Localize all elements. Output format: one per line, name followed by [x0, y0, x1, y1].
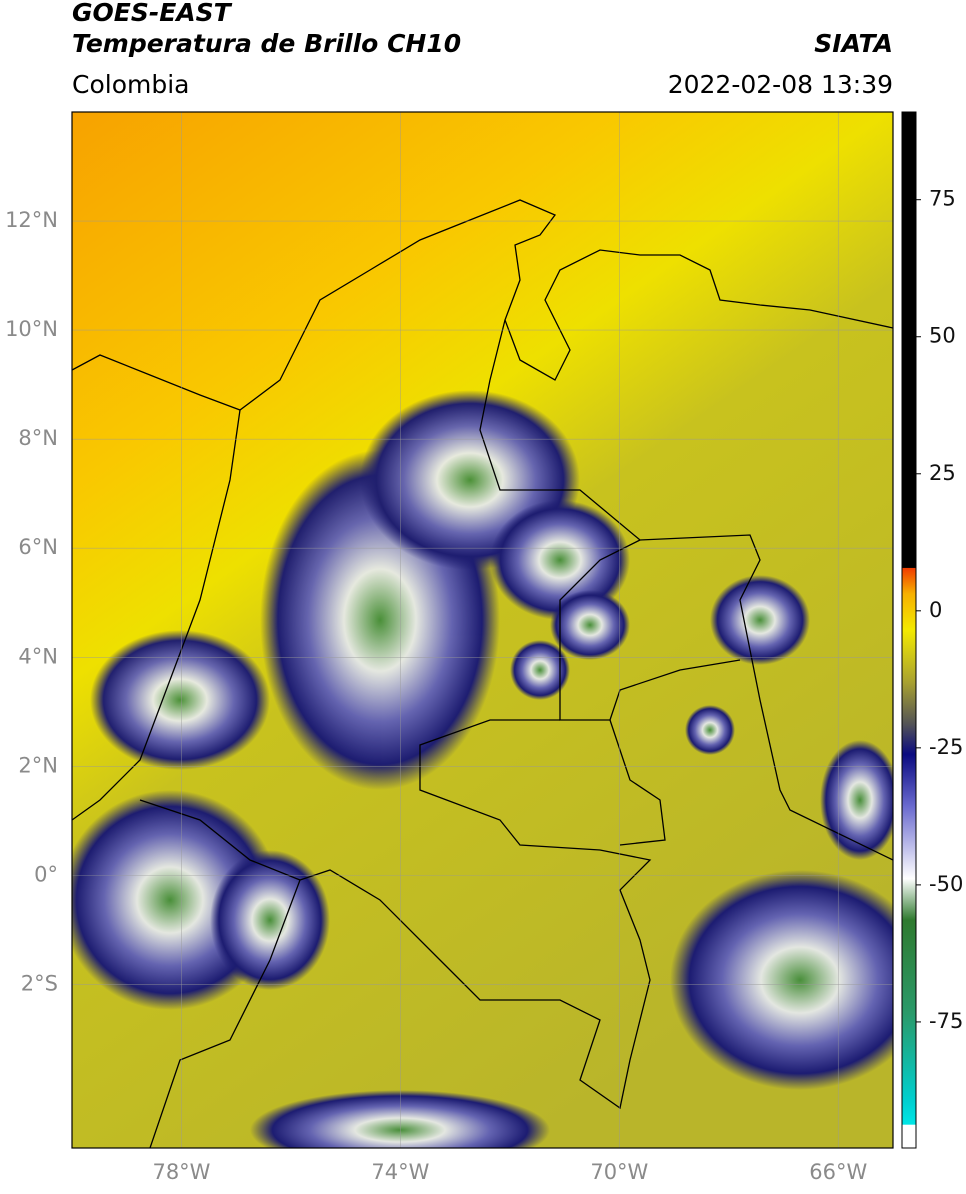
colorbar-tick-label: -25 — [929, 735, 963, 759]
colorbar-tick-label: 75 — [929, 187, 956, 211]
y-tick-label: 2°N — [18, 753, 58, 777]
source: SIATA — [814, 29, 893, 58]
colorbar-tick-label: 50 — [929, 324, 956, 348]
x-tick-label: 70°W — [590, 1160, 648, 1184]
subtitle: Temperatura de Brillo CH10 — [72, 29, 461, 58]
colorbar-tick-label: -50 — [929, 872, 963, 896]
grid — [72, 112, 893, 1148]
imagery — [72, 112, 893, 1148]
y-tick-label: 4°N — [18, 644, 58, 668]
y-tick-label: 0° — [34, 862, 58, 886]
clouds — [72, 390, 893, 1148]
region: Colombia — [72, 70, 189, 99]
title: GOES-EAST — [72, 0, 233, 27]
y-tick-label: 2°S — [21, 971, 58, 995]
colorbar-tick-label: 25 — [929, 461, 956, 485]
x-tick-label: 78°W — [152, 1160, 210, 1184]
y-tick-label: 10°N — [5, 317, 58, 341]
colorbar-tick-label: 0 — [929, 598, 942, 622]
x-tick-label: 66°W — [809, 1160, 867, 1184]
x-tick-label: 74°W — [371, 1160, 429, 1184]
colorbar — [901, 111, 917, 1149]
borders — [72, 199, 893, 1148]
colorbar-tick-label: -75 — [929, 1009, 963, 1033]
y-tick-label: 6°N — [18, 535, 58, 559]
map-frame — [71, 111, 894, 1149]
y-tick-label: 8°N — [18, 426, 58, 450]
y-tick-label: 12°N — [5, 208, 58, 232]
datetime: 2022-02-08 13:39 — [668, 70, 893, 99]
